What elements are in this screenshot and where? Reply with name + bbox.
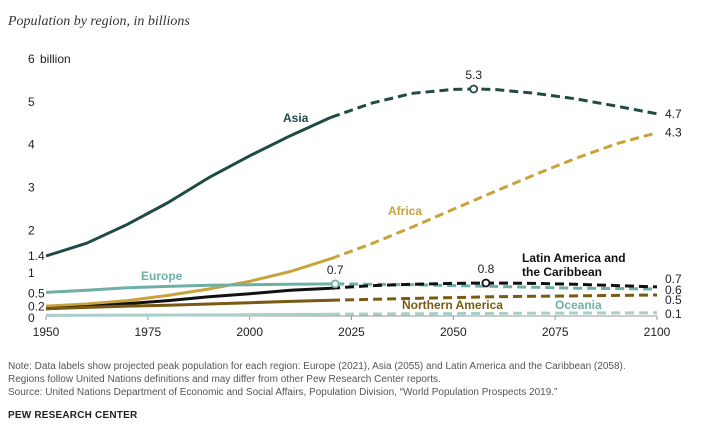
latin-america-and-the-caribbean-peak-marker [481,278,491,288]
y-tick-label: 0.2 [28,299,45,313]
x-tick-label: 2000 [236,325,263,339]
x-tick-label: 1950 [33,325,60,339]
europe-peak-marker [330,279,340,289]
asia-peak-marker [469,84,479,94]
lac-label-line-2: the Caribbean [522,265,602,279]
y-tick-label: 5 [28,95,35,109]
oceania-end-label: 0.1 [665,307,682,321]
x-tick-label: 2025 [338,325,365,339]
x-tick-label: 2050 [440,325,467,339]
x-tick-label: 2075 [542,325,569,339]
note-line-2: Regions follow United Nations definition… [8,374,441,385]
y-axis-unit-label: billion [40,52,71,66]
y-tick-label: 0.5 [28,287,45,301]
asia-end-label: 4.7 [665,107,682,121]
note-line-1: Note: Data labels show projected peak po… [8,361,626,372]
asia-series-label: Asia [283,111,309,125]
latin-america-and-the-caribbean-series-label: Latin America and the Caribbean [522,251,626,279]
europe-historical-line [45,282,336,294]
oceania-historical-line [45,312,332,317]
africa-projected-line [330,131,658,261]
y-tick-label: 3 [28,181,35,195]
oceania-series-label: Oceania [555,298,602,312]
oceania-projected-line [331,311,658,316]
source-line: Source: United Nations Department of Eco… [8,387,558,398]
africa-end-label: 4.3 [665,126,682,140]
europe-projected-line [335,282,658,291]
y-tick-label: 4 [28,138,35,152]
x-tick-label: 1975 [134,325,161,339]
europe-series-label: Europe [141,269,183,283]
y-tick-label: 2 [28,223,35,237]
africa-historical-line [45,257,332,308]
asia-projected-line [330,87,658,119]
y-tick-label: 6 [28,52,35,66]
y-tick-label: 1.4 [28,249,45,263]
lac-label-line-1: Latin America and [522,251,626,265]
europe-end-label: 0.6 [665,283,682,297]
northern-america-historical-line [45,298,332,311]
x-tick-label: 2100 [644,325,671,339]
latin-america-and-the-caribbean-peak-label: 0.8 [478,262,495,276]
northern-america-projected-line [331,293,658,302]
chart-note: Note: Data labels show projected peak po… [8,360,698,399]
asia-historical-line [45,115,332,258]
y-tick-label: 0 [28,311,35,325]
brand-footer: PEW RESEARCH CENTER [8,410,138,421]
africa-series-label: Africa [388,204,422,218]
latin-america-and-the-caribbean-end-label: 0.7 [665,272,682,286]
northern-america-series-label: Northern America [402,298,503,312]
northern-america-end-label: 0.5 [665,293,682,307]
asia-peak-label: 5.3 [465,68,482,82]
chart-subtitle: Population by region, in billions [8,14,190,29]
y-tick-label: 1 [28,266,35,280]
europe-peak-label: 0.7 [327,263,344,277]
